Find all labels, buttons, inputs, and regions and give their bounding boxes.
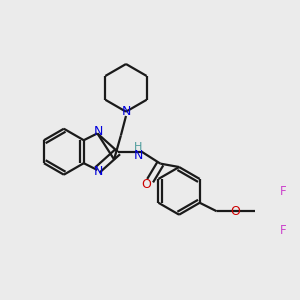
Text: H: H <box>134 142 142 152</box>
Text: F: F <box>298 185 300 198</box>
Text: F: F <box>280 185 286 198</box>
Text: O: O <box>230 205 240 218</box>
Text: N: N <box>94 165 103 178</box>
Text: F: F <box>280 224 286 237</box>
Text: N: N <box>94 125 103 138</box>
Text: O: O <box>141 178 151 191</box>
Text: F: F <box>298 224 300 237</box>
Text: N: N <box>121 105 131 118</box>
Text: N: N <box>134 148 143 162</box>
